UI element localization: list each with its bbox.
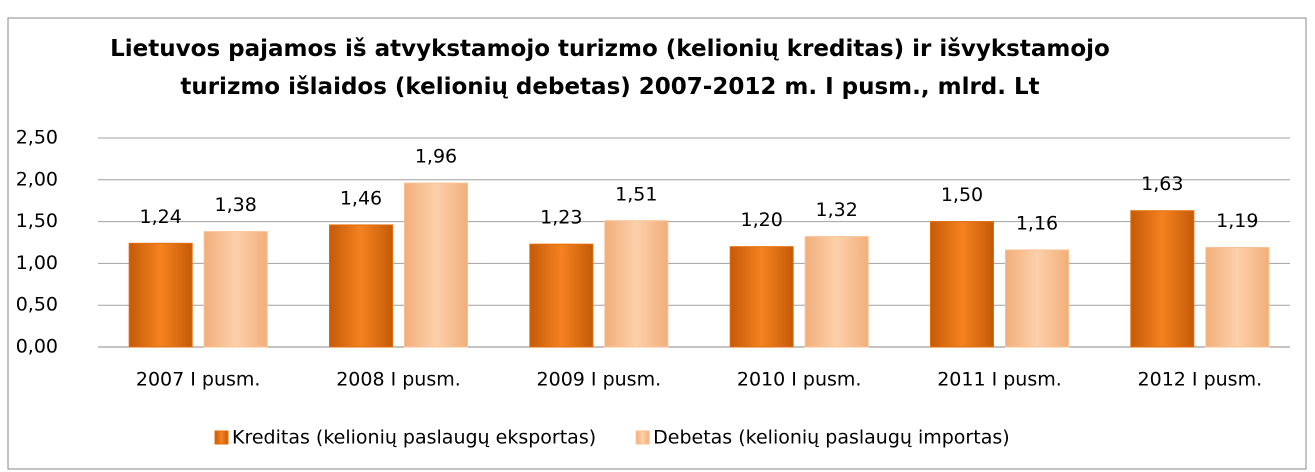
bar: [1130, 210, 1195, 348]
bar: [529, 243, 594, 348]
bar: [128, 242, 193, 348]
data-label: 1,51: [615, 183, 657, 205]
x-tick-label: 2012 I pusm.: [1138, 369, 1263, 391]
data-label: 1,19: [1216, 210, 1258, 232]
bar: [930, 221, 994, 348]
legend-label: Debetas (kelionių paslaugų importas): [653, 427, 1010, 449]
bar: [804, 236, 869, 348]
bar: [329, 224, 393, 348]
x-tick-label: 2009 I pusm.: [537, 369, 662, 391]
bar: [729, 246, 794, 348]
y-tick-label: 0,00: [16, 336, 58, 358]
data-label: 1,38: [215, 194, 257, 216]
data-label: 1,96: [415, 146, 457, 168]
bar: [1005, 249, 1069, 348]
x-tick-label: 2011 I pusm.: [937, 369, 1062, 391]
data-label: 1,32: [816, 199, 858, 221]
data-label: 1,50: [941, 184, 983, 206]
y-tick-label: 2,00: [16, 168, 58, 190]
y-tick-label: 1,00: [16, 252, 58, 274]
legend-swatch: [635, 430, 650, 445]
bar: [1205, 247, 1270, 348]
y-tick-label: 1,50: [16, 210, 58, 232]
legend-swatch: [214, 430, 229, 445]
data-label: 1,23: [540, 207, 582, 229]
x-tick-label: 2007 I pusm.: [136, 369, 261, 391]
data-label: 1,20: [741, 209, 783, 231]
chart-title: Lietuvos pajamos iš atvykstamojo turizmo…: [110, 36, 1110, 100]
bar: [404, 182, 468, 348]
legend-label: Kreditas (kelionių paslaugų eksportas): [232, 427, 596, 449]
x-tick-label: 2010 I pusm.: [737, 369, 862, 391]
data-label: 1,24: [140, 206, 182, 228]
data-label: 1,16: [1016, 213, 1058, 235]
y-tick-label: 0,50: [16, 294, 58, 316]
data-label: 1,63: [1141, 173, 1183, 195]
bar: [203, 231, 268, 348]
data-label: 1,46: [340, 187, 382, 209]
bar: [604, 220, 669, 348]
y-tick-label: 2,50: [16, 127, 58, 149]
x-tick-label: 2008 I pusm.: [336, 369, 461, 391]
